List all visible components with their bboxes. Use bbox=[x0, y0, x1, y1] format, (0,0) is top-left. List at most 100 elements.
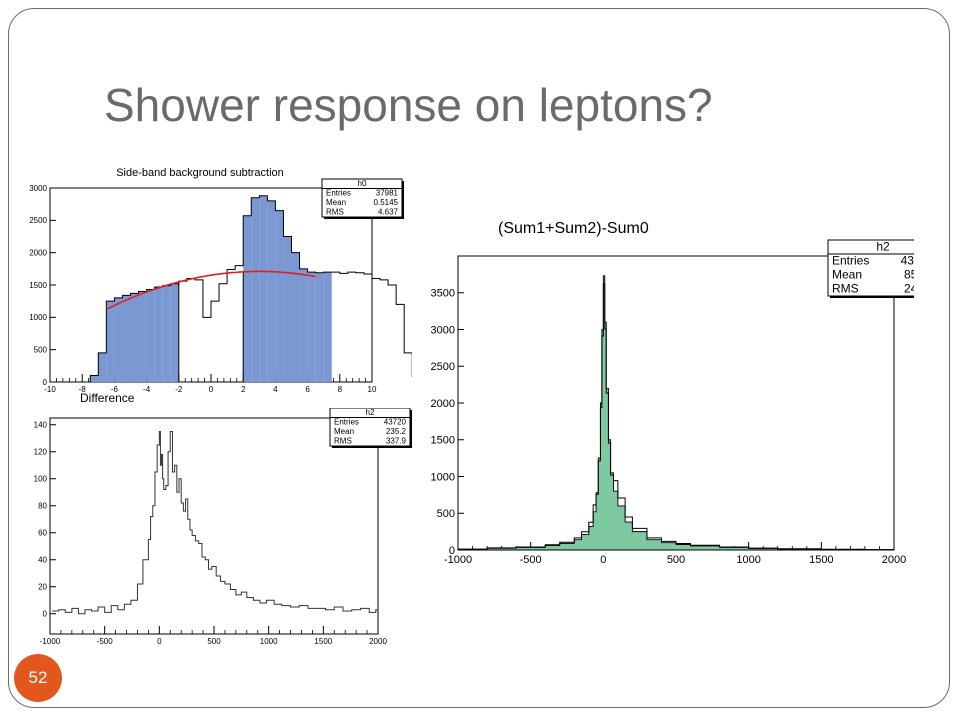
stats-box-name: h2 bbox=[876, 240, 890, 254]
x-tick-label: 1000 bbox=[260, 637, 278, 646]
x-tick-label: 500 bbox=[207, 637, 221, 646]
x-tick-label: -500 bbox=[520, 554, 542, 566]
x-tick-label: 6 bbox=[305, 385, 310, 394]
x-tick-label: 1500 bbox=[314, 637, 332, 646]
x-tick-label: 4 bbox=[273, 385, 278, 394]
x-tick-label: -10 bbox=[44, 385, 56, 394]
y-tick-label: 3000 bbox=[29, 184, 47, 193]
stats-value-mean: 85.57 bbox=[904, 268, 914, 282]
stats-value-rms: 337.9 bbox=[386, 437, 407, 446]
stats-label-entries: Entries bbox=[832, 254, 869, 268]
y-tick-label: 60 bbox=[38, 529, 47, 538]
hist-line bbox=[52, 431, 378, 615]
hist-bar bbox=[243, 215, 252, 382]
y-tick-label: 1000 bbox=[431, 471, 455, 483]
hist-bar bbox=[98, 352, 107, 382]
hist-bar bbox=[267, 200, 276, 382]
stats-label-mean: Mean bbox=[832, 268, 862, 282]
y-tick-label: 500 bbox=[34, 345, 48, 354]
x-tick-label: 0 bbox=[209, 385, 214, 394]
chart-sideband: Side-band background subtraction05001000… bbox=[29, 167, 412, 405]
fit-curve bbox=[105, 270, 316, 311]
chart-h2-large: (Sum1+Sum2)-Sum0 0 500 1000 1500 2000 2500 3000… bbox=[431, 220, 914, 566]
x-tick-label: -500 bbox=[97, 637, 114, 646]
slide-title: Shower response on leptons? bbox=[104, 79, 713, 131]
hist-outline bbox=[458, 283, 895, 551]
hist-bar bbox=[122, 295, 131, 382]
hist-bar bbox=[291, 252, 300, 382]
x-tick-label: -6 bbox=[111, 385, 119, 394]
stats-label-entries: Entries bbox=[326, 189, 351, 198]
y-tick-label: 40 bbox=[38, 556, 47, 565]
stats-label-mean: Mean bbox=[326, 198, 346, 207]
stats-label-rms: RMS bbox=[334, 437, 352, 446]
y-tick-label: 0 bbox=[449, 545, 455, 557]
hist-bar bbox=[90, 375, 99, 382]
x-tick-label: 1000 bbox=[736, 554, 760, 566]
y-tick-label: 2500 bbox=[431, 361, 455, 373]
hist-bar bbox=[154, 286, 163, 382]
stats-box-name: h2 bbox=[366, 408, 375, 417]
hist-bar bbox=[138, 291, 147, 382]
stats-box bbox=[329, 408, 411, 447]
y-tick-label: 3000 bbox=[431, 324, 455, 336]
y-tick-label: 120 bbox=[34, 448, 48, 457]
hist-bar bbox=[170, 283, 179, 382]
chart-title: Side-band background subtraction bbox=[116, 167, 284, 179]
x-tick-label: -1000 bbox=[444, 554, 472, 566]
stats-label-rms: RMS bbox=[326, 208, 344, 217]
hist-bar bbox=[162, 285, 171, 382]
stats-value-mean: 235.2 bbox=[386, 427, 407, 436]
x-tick-label: 2000 bbox=[369, 637, 387, 646]
stats-value-entries: 43720 bbox=[384, 418, 407, 427]
stats-value-entries: 37981 bbox=[376, 189, 399, 198]
y-tick-label: 2500 bbox=[29, 216, 47, 225]
hist-area bbox=[457, 275, 895, 551]
y-tick-label: 0 bbox=[43, 610, 48, 619]
hist-outline bbox=[89, 195, 412, 382]
page-number-badge: 52 bbox=[14, 654, 62, 702]
stats-value-rms: 243.4 bbox=[904, 282, 914, 296]
hist-bar bbox=[146, 289, 155, 382]
y-tick-label: 3500 bbox=[431, 288, 455, 300]
stats-box bbox=[321, 178, 403, 218]
y-tick-label: 20 bbox=[38, 583, 47, 592]
y-tick-label: 1500 bbox=[431, 435, 455, 447]
hist-bar bbox=[315, 272, 324, 382]
x-tick-label: -4 bbox=[143, 385, 151, 394]
stats-value-rms: 4.637 bbox=[378, 208, 399, 217]
slide-frame bbox=[8, 8, 950, 708]
hist-bar bbox=[307, 272, 316, 382]
y-tick-label: 80 bbox=[38, 502, 47, 511]
y-tick-label: 2000 bbox=[29, 248, 47, 257]
x-tick-label: 2000 bbox=[882, 554, 906, 566]
y-tick-label: 140 bbox=[34, 421, 48, 430]
plot-frame bbox=[457, 255, 895, 551]
hist-bar bbox=[283, 236, 292, 382]
x-tick-label: 8 bbox=[338, 385, 343, 394]
chart-h2-small-panel: 0 20 40 60 80 100 120 140 -1000 -500 0 500 1000 1500 2… bbox=[20, 408, 412, 654]
x-tick-label: 500 bbox=[667, 554, 685, 566]
hist-bar bbox=[275, 210, 284, 382]
chart-h2-large-panel: (Sum1+Sum2)-Sum0 0 500 1000 1500 2000 2500 3000… bbox=[424, 214, 914, 574]
hist-bar bbox=[323, 272, 332, 382]
y-tick-label: 500 bbox=[437, 508, 455, 520]
stats-value-mean: 0.5145 bbox=[374, 198, 399, 207]
x-tick-label: 2 bbox=[241, 385, 246, 394]
hist-bar bbox=[259, 195, 268, 382]
x-tick-label: 1500 bbox=[809, 554, 833, 566]
chart-h2-small: 0 20 40 60 80 100 120 140 -1000 -500 0 500 1000 1500 2… bbox=[34, 408, 412, 646]
x-tick-label: 10 bbox=[368, 385, 377, 394]
x-tick-label: 0 bbox=[600, 554, 606, 566]
y-tick-label: 2000 bbox=[431, 398, 455, 410]
y-tick-label: 1500 bbox=[29, 281, 47, 290]
x-tick-label: -8 bbox=[79, 385, 87, 394]
x-tick-label: 0 bbox=[157, 637, 162, 646]
stats-box-name: h0 bbox=[358, 179, 367, 188]
hist-bar bbox=[251, 197, 260, 382]
stats-box bbox=[827, 239, 914, 297]
stats-label-entries: Entries bbox=[334, 418, 359, 427]
stats-value-entries: 43471 bbox=[901, 254, 914, 268]
plot-frame bbox=[49, 417, 379, 635]
hist-bar bbox=[299, 268, 308, 382]
